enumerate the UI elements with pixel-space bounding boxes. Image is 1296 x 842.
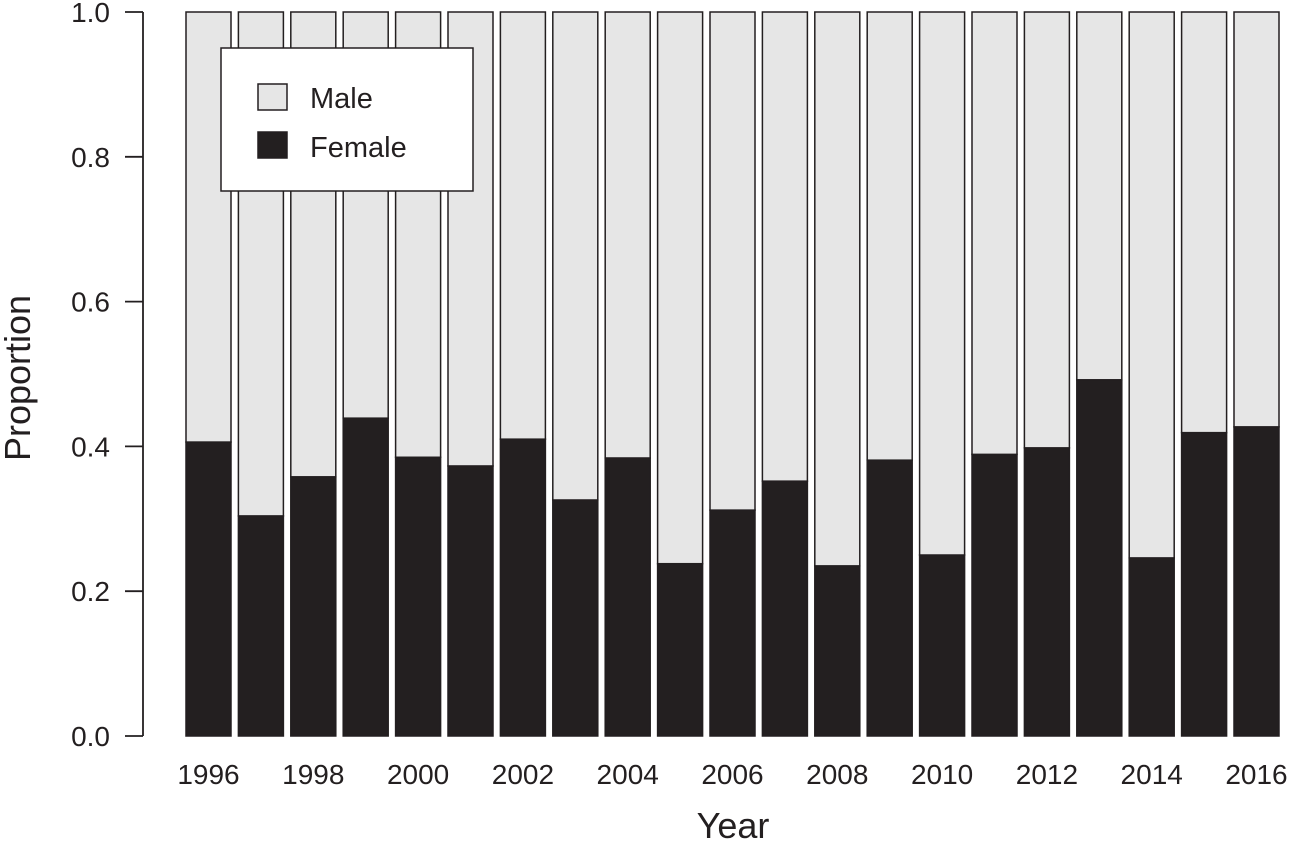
legend-swatch-female — [257, 131, 288, 159]
bar-male-2003 — [552, 11, 599, 501]
bar-female-2000 — [394, 456, 442, 737]
y-tick-label-0.0: 0.0 — [71, 721, 110, 752]
bar-male-2014 — [1128, 11, 1175, 559]
bar-male-2012 — [1023, 11, 1071, 449]
legend-label-male: Male — [310, 83, 373, 115]
y-tick-label-0.8: 0.8 — [71, 142, 110, 173]
bar-male-2004 — [604, 11, 651, 459]
x-tick-label-2006: 2006 — [701, 759, 763, 790]
bar-female-2003 — [552, 499, 599, 737]
bar-male-2008 — [814, 11, 861, 567]
x-tick-label-2012: 2012 — [1016, 759, 1078, 790]
bar-male-2002 — [499, 11, 547, 440]
bar-male-2005 — [656, 11, 704, 565]
x-tick-label-1996: 1996 — [177, 759, 239, 790]
legend-box — [220, 47, 474, 192]
x-tick-label-2002: 2002 — [492, 759, 554, 790]
legend-swatch-male — [257, 83, 288, 111]
bar-female-1998 — [290, 476, 337, 737]
x-tick-label-2010: 2010 — [911, 759, 973, 790]
y-axis: 0.0 0.2 0.4 0.6 0.8 1.0 — [71, 0, 144, 752]
bar-female-1996 — [185, 441, 232, 737]
legend: Male Female — [220, 47, 474, 192]
bar-female-2011 — [971, 453, 1018, 737]
x-tick-label-1998: 1998 — [282, 759, 344, 790]
x-tick-label-2008: 2008 — [806, 759, 868, 790]
bar-female-2013 — [1076, 379, 1123, 737]
bar-female-2009 — [866, 459, 913, 737]
bar-female-2008 — [814, 565, 861, 737]
y-tick-label-0.6: 0.6 — [71, 287, 110, 318]
x-axis: 1996 1998 2000 2002 2004 2006 2008 2010 2012 2014… — [177, 759, 1287, 790]
x-tick-label-2016: 2016 — [1225, 759, 1287, 790]
bar-female-2015 — [1180, 431, 1228, 737]
bar-female-2001 — [447, 465, 494, 737]
bar-female-2014 — [1128, 557, 1175, 737]
legend-label-female: Female — [310, 132, 407, 164]
bar-female-2012 — [1023, 447, 1071, 737]
bar-female-2007 — [761, 480, 809, 737]
bar-female-2010 — [918, 554, 966, 737]
y-tick-label-0.2: 0.2 — [71, 576, 110, 607]
bar-male-2007 — [761, 11, 809, 482]
bar-male-2011 — [971, 11, 1018, 456]
bar-female-2002 — [499, 438, 547, 737]
bar-male-2015 — [1180, 11, 1228, 434]
bar-female-2016 — [1233, 426, 1280, 737]
x-axis-title: Year — [697, 805, 770, 842]
bar-female-2006 — [709, 509, 756, 737]
bar-male-2016 — [1233, 11, 1280, 428]
y-tick-label-0.4: 0.4 — [71, 431, 110, 462]
bar-female-2005 — [656, 562, 704, 737]
bar-female-2004 — [604, 457, 651, 737]
x-tick-label-2000: 2000 — [387, 759, 449, 790]
bar-male-2010 — [918, 11, 966, 556]
bar-male-2006 — [709, 11, 756, 511]
y-tick-label-1.0: 1.0 — [71, 0, 110, 28]
x-tick-label-2004: 2004 — [597, 759, 659, 790]
bar-male-2009 — [866, 11, 913, 461]
bar-female-1999 — [342, 417, 389, 737]
bar-female-1997 — [237, 515, 285, 737]
bar-male-2013 — [1076, 11, 1123, 381]
x-tick-label-2014: 2014 — [1121, 759, 1183, 790]
y-axis-title: Proportion — [0, 295, 38, 461]
